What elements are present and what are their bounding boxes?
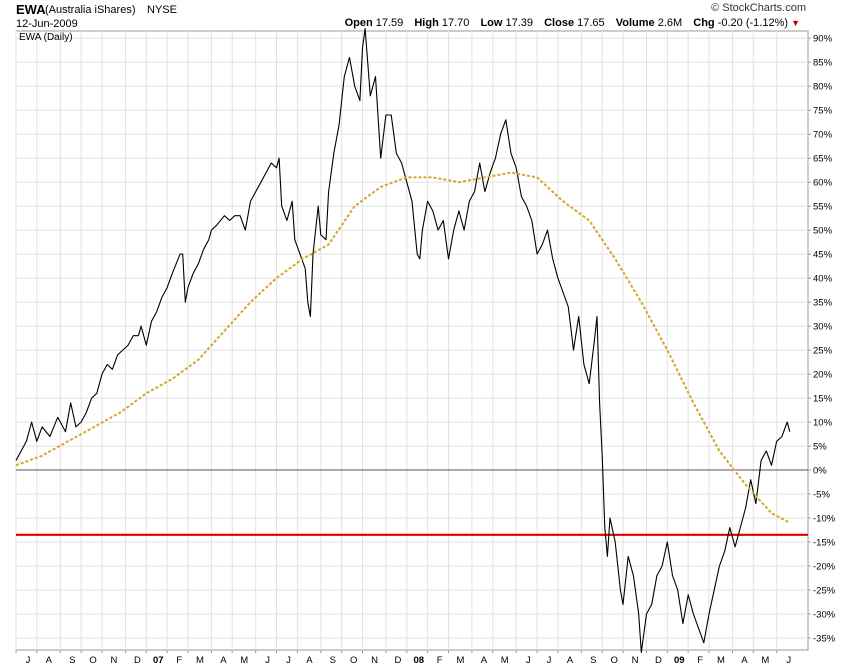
y-tick-label: 30% (813, 322, 833, 333)
plot-area (15, 30, 809, 651)
x-tick-label: O (350, 655, 357, 666)
open-label: Open (344, 17, 373, 29)
x-tick-label: M (457, 655, 465, 666)
high-label: High (414, 17, 439, 29)
x-tick-label: N (371, 655, 378, 666)
y-tick-label: 15% (813, 394, 833, 405)
y-tick-label: 0% (813, 466, 827, 477)
close-value: 17.65 (577, 17, 605, 29)
y-tick-label: -10% (813, 514, 836, 525)
exchange-label: NYSE (147, 4, 177, 16)
x-tick-label: S (69, 655, 75, 666)
x-tick-label: M (761, 655, 769, 666)
y-tick-label: 75% (813, 106, 833, 117)
x-tick-label: A (741, 655, 748, 666)
y-tick-label: 55% (813, 202, 833, 213)
y-tick-label: 70% (813, 130, 833, 141)
x-tick-label: F (437, 655, 443, 666)
x-tick-label: A (567, 655, 574, 666)
x-tick-label: N (111, 655, 118, 666)
y-tick-label: 50% (813, 226, 833, 237)
x-tick-label: F (176, 655, 182, 666)
volume-label: Volume (615, 17, 655, 29)
x-tick-label: M (717, 655, 725, 666)
y-tick-label: -20% (813, 562, 836, 573)
y-tick-label: 20% (813, 370, 833, 381)
x-tick-label: O (610, 655, 617, 666)
x-tick-label: J (26, 655, 31, 666)
high-value: 17.70 (441, 17, 470, 29)
x-tick-label: A (306, 655, 313, 666)
y-tick-label: -35% (813, 634, 836, 645)
y-tick-label: 90% (813, 34, 833, 45)
price-line (15, 28, 791, 653)
security-name: (Australia iShares) (45, 4, 136, 16)
y-tick-label: 35% (813, 298, 833, 309)
x-tick-label: F (697, 655, 703, 666)
y-tick-label: 65% (813, 154, 833, 165)
low-label: Low (480, 17, 503, 29)
x-tick-label: 07 (153, 655, 164, 666)
quote-date: 12-Jun-2009 (16, 18, 78, 30)
x-tick-label: J (547, 655, 552, 666)
x-tick-label: D (134, 655, 141, 666)
volume-value: 2.6M (657, 17, 683, 29)
ticker-symbol: EWA (16, 2, 46, 17)
y-tick-label: -30% (813, 610, 836, 621)
quote-summary: Open 17.59 High 17.70 Low 17.39 Close 17… (345, 17, 800, 29)
x-tick-label: J (786, 655, 791, 666)
y-tick-label: -5% (813, 490, 830, 501)
y-tick-label: 5% (813, 442, 827, 453)
x-tick-label: A (481, 655, 488, 666)
x-tick-label: M (240, 655, 248, 666)
y-tick-label: -25% (813, 586, 836, 597)
x-tick-label: S (330, 655, 336, 666)
low-value: 17.39 (505, 17, 534, 29)
x-tick-label: J (265, 655, 270, 666)
change-value: -0.20 (-1.12%) (717, 17, 789, 29)
open-value: 17.59 (375, 17, 404, 29)
y-tick-label: -15% (813, 538, 836, 549)
x-tick-label: O (89, 655, 96, 666)
y-tick-label: 85% (813, 58, 833, 69)
x-tick-label: M (196, 655, 204, 666)
brand-link[interactable]: © StockCharts.com (711, 2, 806, 14)
y-tick-label: 25% (813, 346, 833, 357)
change-label: Chg (693, 17, 715, 29)
x-tick-label: J (286, 655, 291, 666)
x-tick-label: M (501, 655, 509, 666)
x-tick-label: D (395, 655, 402, 666)
down-arrow-icon: ▼ (791, 18, 800, 28)
x-tick-label: N (632, 655, 639, 666)
panel-title: EWA (Daily) (19, 32, 73, 43)
y-tick-label: 40% (813, 274, 833, 285)
y-tick-label: 45% (813, 250, 833, 261)
x-tick-label: S (590, 655, 596, 666)
y-tick-label: 60% (813, 178, 833, 189)
x-tick-label: D (655, 655, 662, 666)
x-tick-label: J (526, 655, 531, 666)
x-tick-label: A (46, 655, 53, 666)
x-tick-label: 09 (674, 655, 685, 666)
x-tick-label: A (220, 655, 227, 666)
close-label: Close (544, 17, 575, 29)
y-tick-label: 80% (813, 82, 833, 93)
x-tick-label: 08 (414, 655, 425, 666)
y-tick-label: 10% (813, 418, 833, 429)
